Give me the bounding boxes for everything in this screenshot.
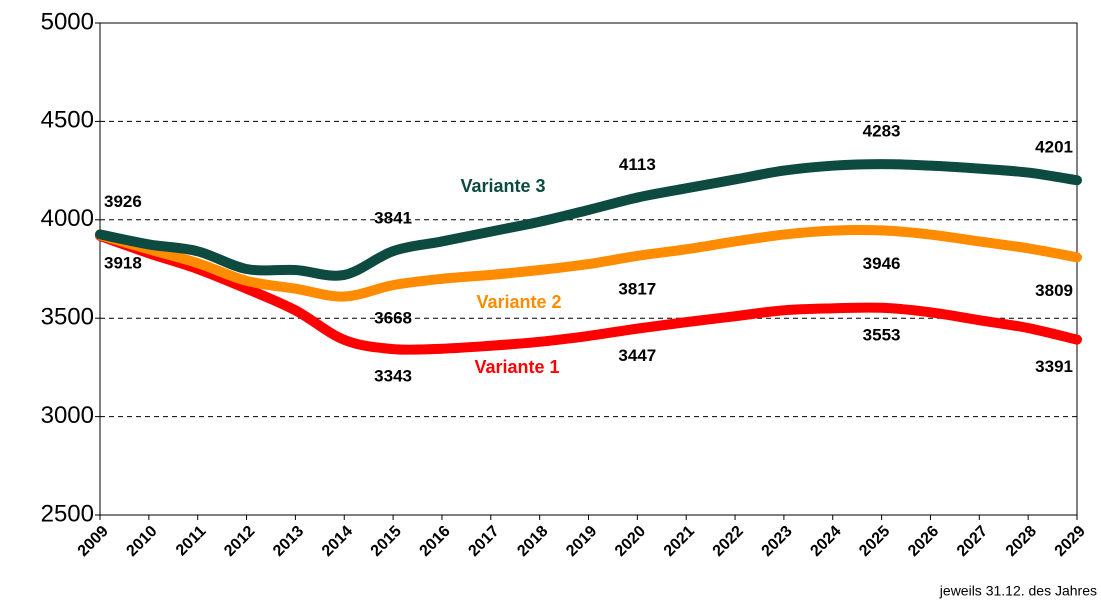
data-label: 3926	[104, 192, 142, 211]
y-tick-label: 4000	[41, 205, 94, 232]
data-label: 3447	[618, 346, 656, 365]
y-tick-label: 4500	[41, 107, 94, 134]
x-tick-label: 2011	[173, 523, 210, 560]
data-label: 3343	[374, 367, 412, 386]
x-tick-label: 2020	[612, 523, 649, 560]
x-tick-label: 2009	[75, 523, 112, 560]
data-label: 3553	[863, 325, 901, 344]
x-tick-label: 2012	[221, 523, 258, 560]
x-tick-label: 2015	[368, 523, 405, 560]
data-label: 3391	[1035, 357, 1073, 376]
data-label: 4283	[863, 122, 901, 141]
x-tick-label: 2013	[270, 523, 307, 560]
x-tick-label: 2023	[759, 523, 796, 560]
y-tick-label: 2500	[41, 500, 94, 527]
x-tick-label: 2018	[514, 523, 551, 560]
data-label: 3817	[618, 279, 656, 298]
series-line	[95, 159, 1082, 281]
x-tick-label: 2019	[563, 523, 600, 560]
series-name: Variante 2	[476, 292, 561, 312]
y-tick-label: 3500	[41, 304, 94, 331]
x-tick-label: 2014	[319, 523, 356, 560]
series-line	[95, 225, 1082, 302]
x-tick-label: 2022	[710, 523, 747, 560]
x-tick-label: 2028	[1003, 523, 1040, 560]
data-label: 4113	[619, 155, 656, 174]
x-tick-label: 2024	[807, 523, 844, 560]
series-name: Variante 3	[460, 176, 545, 196]
y-tick-label: 5000	[41, 8, 94, 35]
x-tick-label: 2025	[856, 523, 893, 560]
y-tick-label: 3000	[41, 402, 94, 429]
note: jeweils 31.12. des Jahres	[939, 583, 1097, 599]
data-label: 3809	[1035, 281, 1073, 300]
series-line	[95, 230, 1082, 355]
x-tick-label: 2026	[905, 523, 942, 560]
x-tick-label: 2017	[465, 523, 502, 560]
x-tick-label: 2021	[661, 523, 698, 560]
x-tick-label: 2010	[123, 523, 160, 560]
x-tick-label: 2016	[417, 523, 454, 560]
x-tick-label: 2027	[954, 523, 991, 560]
data-label: 3918	[104, 253, 142, 272]
data-label: 3668	[374, 309, 412, 328]
series-name: Variante 1	[474, 357, 559, 377]
data-label: 4201	[1035, 138, 1073, 157]
x-tick-label: 2029	[1052, 523, 1089, 560]
data-label: 3841	[374, 209, 412, 228]
data-label: 3946	[863, 254, 901, 273]
